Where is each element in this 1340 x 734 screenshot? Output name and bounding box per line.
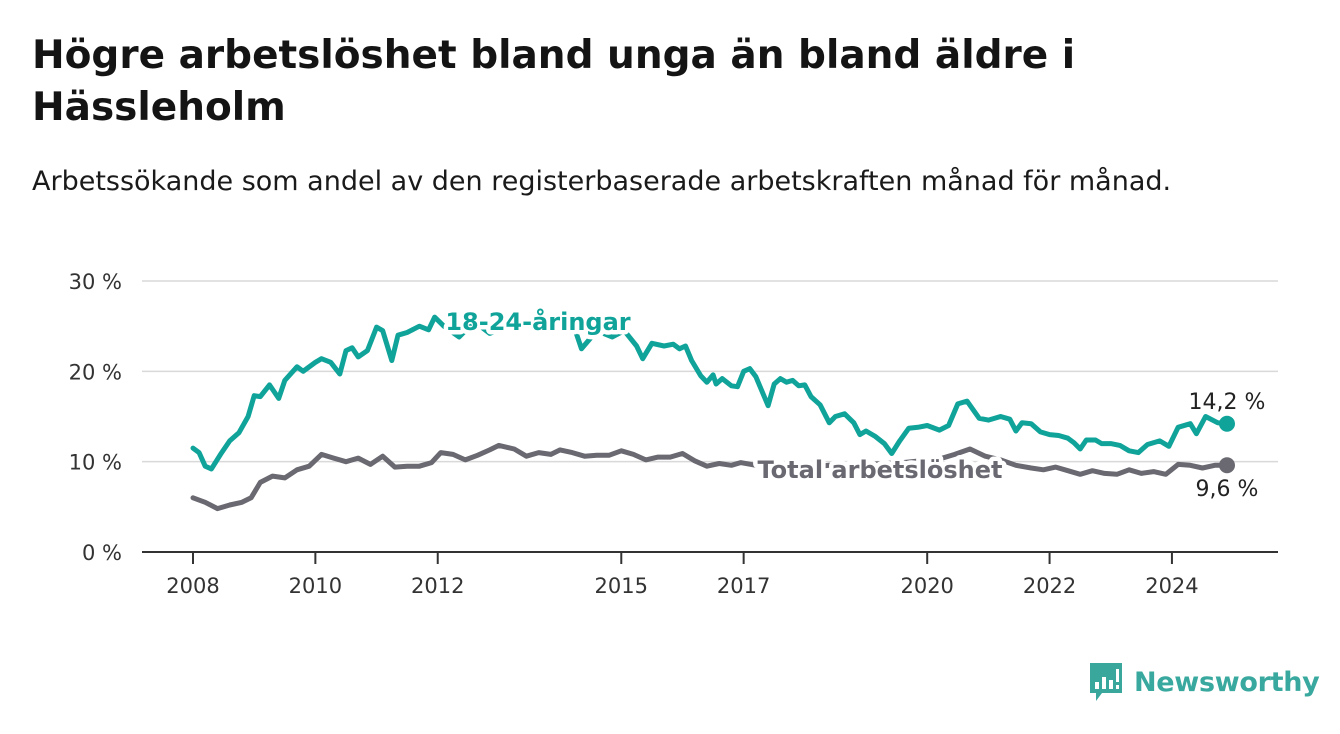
- x-tick-label: 2010: [289, 574, 342, 598]
- y-tick-label: 0 %: [82, 541, 122, 565]
- newsworthy-chart-icon: [1090, 663, 1122, 701]
- end-point-total: [1219, 457, 1235, 474]
- series-line-total: [190, 442, 1230, 512]
- series-lines: [190, 314, 1235, 512]
- chart-title: Högre arbetslöshet bland unga än bland ä…: [32, 33, 1076, 130]
- x-axis: 2008 2010 2012 2015 2017 2020 2022 2024: [142, 551, 1278, 598]
- end-value-total: 9,6 %: [1196, 477, 1259, 502]
- x-tick-label: 2017: [717, 574, 770, 598]
- x-tick-label: 2022: [1023, 574, 1076, 598]
- y-tick-label: 30 %: [69, 270, 122, 294]
- gridlines: 0 % 10 % 20 % 30 %: [69, 270, 1278, 565]
- x-tick-label: 2008: [166, 574, 219, 598]
- end-value-youth: 14,2 %: [1189, 390, 1266, 415]
- series-label-total-halo: Total arbetslöshet: [757, 456, 1002, 484]
- y-tick-label: 10 %: [69, 451, 122, 475]
- chart-subtitle: Arbetssökande som andel av den registerb…: [32, 166, 1172, 197]
- series-label-total: Total arbetslöshet: [757, 456, 1002, 484]
- brand-logo: Newsworthy: [1088, 660, 1320, 704]
- x-tick-label: 2020: [900, 574, 953, 598]
- series-line-youth: [190, 314, 1230, 472]
- series-label-youth: 18-24-åringar: [445, 307, 630, 336]
- x-tick-label: 2012: [411, 574, 464, 598]
- x-tick-label: 2024: [1145, 574, 1198, 598]
- brand-name: Newsworthy: [1134, 666, 1320, 698]
- x-tick-label: 2015: [595, 574, 648, 598]
- series-label-youth-halo: 18-24-åringar: [445, 307, 630, 336]
- y-tick-label: 20 %: [69, 360, 122, 384]
- end-point-youth: [1219, 415, 1235, 432]
